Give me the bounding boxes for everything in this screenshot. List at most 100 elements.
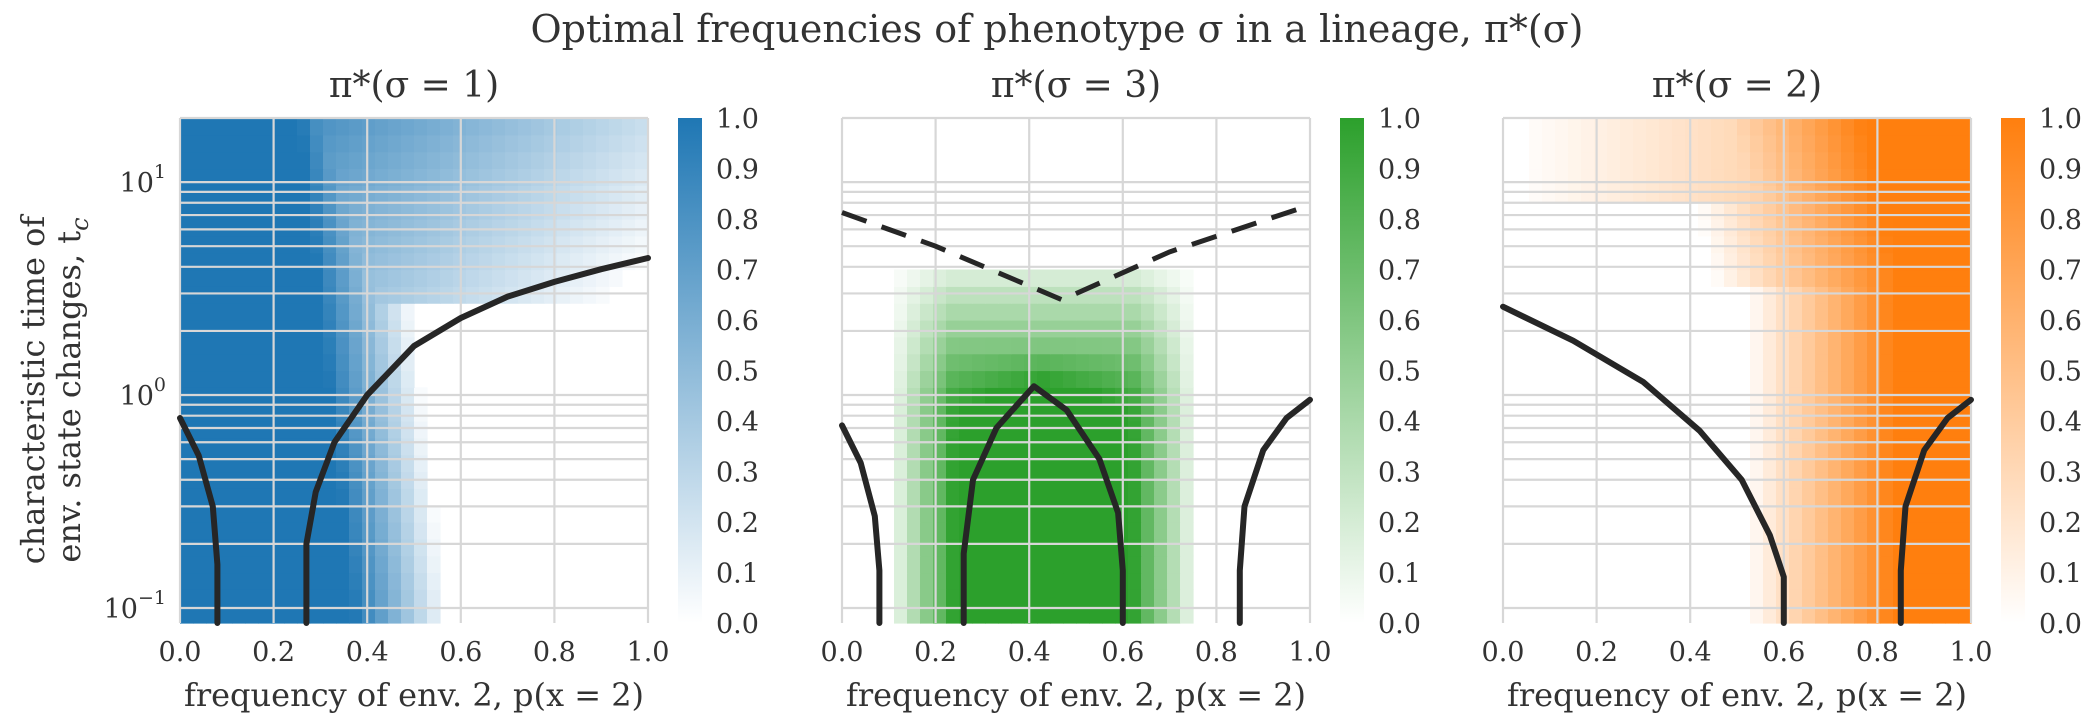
heatmap-cell: [1919, 286, 1933, 304]
heatmap-cell: [972, 336, 986, 355]
heatmap-cell: [206, 353, 220, 372]
y-axis-label-subscript: c: [66, 217, 94, 230]
heatmap-cell: [570, 202, 584, 220]
heatmap-cell: [258, 555, 272, 574]
heatmap-cell: [622, 235, 636, 254]
heatmap-cell: [1167, 454, 1181, 473]
heatmap-cell: [232, 151, 246, 170]
heatmap-cell: [1945, 370, 1959, 388]
heatmap-cell: [518, 219, 532, 237]
heatmap-cell: [1607, 134, 1621, 153]
heatmap-cell: [193, 606, 207, 624]
heatmap-cell: [1167, 505, 1181, 523]
heatmap-cell: [206, 269, 220, 287]
heatmap-cell: [1620, 118, 1634, 136]
heatmap-cell: [1024, 538, 1038, 557]
heatmap-cell: [1141, 353, 1155, 372]
heatmap-cell: [427, 589, 441, 607]
heatmap-cell: [1828, 421, 1842, 439]
heatmap-cell: [1893, 219, 1907, 237]
heatmap-cell: [1880, 303, 1894, 321]
heatmap-cell: [1180, 606, 1194, 624]
heatmap-cell: [206, 454, 220, 473]
heatmap-cell: [596, 202, 610, 220]
heatmap-cell: [1906, 606, 1920, 624]
heatmap-cell: [1893, 421, 1907, 439]
heatmap-cell: [232, 437, 246, 456]
heatmap-cell: [1789, 404, 1803, 422]
heatmap-cell: [258, 353, 272, 372]
heatmap-cell: [570, 235, 584, 254]
heatmap-cell: [894, 437, 908, 456]
heatmap-cell: [375, 286, 389, 304]
heatmap-cell: [1958, 235, 1972, 254]
heatmap-cell: [1128, 572, 1142, 590]
heatmap-cell: [1789, 370, 1803, 388]
heatmap-cell: [985, 454, 999, 473]
heatmap-cell: [466, 202, 480, 220]
heatmap-cell: [894, 404, 908, 422]
heatmap-cell: [375, 437, 389, 456]
heatmap-cell: [245, 437, 259, 456]
heatmap-cell: [907, 437, 921, 456]
heatmap-cell: [1763, 320, 1777, 338]
heatmap-cell: [609, 151, 623, 170]
heatmap-cell: [362, 555, 376, 574]
heatmap-cell: [440, 202, 454, 220]
heatmap-cell: [323, 320, 337, 338]
heatmap-cell: [894, 572, 908, 590]
heatmap-cell: [1867, 219, 1881, 237]
heatmap-cell: [1919, 269, 1933, 287]
heatmap-cell: [1854, 505, 1868, 523]
heatmap-cell: [258, 454, 272, 473]
heatmap-cell: [336, 555, 350, 574]
heatmap-cell: [1789, 269, 1803, 287]
heatmap-cell: [1102, 353, 1116, 372]
heatmap-cell: [336, 404, 350, 422]
heatmap-cell: [310, 572, 324, 590]
heatmap-cell: [362, 572, 376, 590]
heatmap-cell: [1763, 185, 1777, 203]
heatmap-cell: [336, 589, 350, 607]
heatmap-cell: [1828, 286, 1842, 304]
heatmap-cell: [1063, 437, 1077, 456]
heatmap-cell: [1880, 118, 1894, 136]
heatmap-cell: [1880, 202, 1894, 220]
heatmap-cell: [907, 572, 921, 590]
heatmap-cell: [1880, 505, 1894, 523]
heatmap-cell: [1828, 522, 1842, 540]
heatmap-cell: [1037, 421, 1051, 439]
heatmap-cell: [323, 488, 337, 506]
heatmap-cell: [1932, 219, 1946, 237]
heatmap-cell: [1750, 454, 1764, 473]
x-axis-label-2: frequency of env. 2, p(x = 2): [846, 676, 1306, 714]
heatmap-cell: [193, 168, 207, 186]
heatmap-cell: [362, 589, 376, 607]
heatmap-cell: [557, 286, 571, 304]
heatmap-cell: [232, 134, 246, 153]
heatmap-cell: [1906, 168, 1920, 186]
heatmap-cell: [232, 168, 246, 186]
heatmap-cell: [336, 235, 350, 254]
heatmap-cell: [1154, 572, 1168, 590]
heatmap-cell: [1037, 336, 1051, 355]
heatmap-cell: [959, 454, 973, 473]
heatmap-cell: [1750, 202, 1764, 220]
heatmap-cell: [1128, 404, 1142, 422]
heatmap-cell: [1880, 286, 1894, 304]
colorbar-tick-label: 0.7: [1378, 256, 1421, 287]
heatmap-cell: [1024, 606, 1038, 624]
heatmap-cell: [297, 421, 311, 439]
heatmap-cell: [1958, 151, 1972, 170]
heatmap-cell: [258, 421, 272, 439]
heatmap-cell: [1024, 286, 1038, 304]
heatmap-cell: [1076, 606, 1090, 624]
heatmap-cell: [1050, 538, 1064, 557]
heatmap-cell: [245, 404, 259, 422]
heatmap-cell: [362, 370, 376, 388]
heatmap-cell: [310, 606, 324, 624]
heatmap-cell: [920, 538, 934, 557]
heatmap-cell: [1828, 235, 1842, 254]
heatmap-cell: [1141, 370, 1155, 388]
colorbar-tick-label: 0.6: [1378, 306, 1421, 337]
